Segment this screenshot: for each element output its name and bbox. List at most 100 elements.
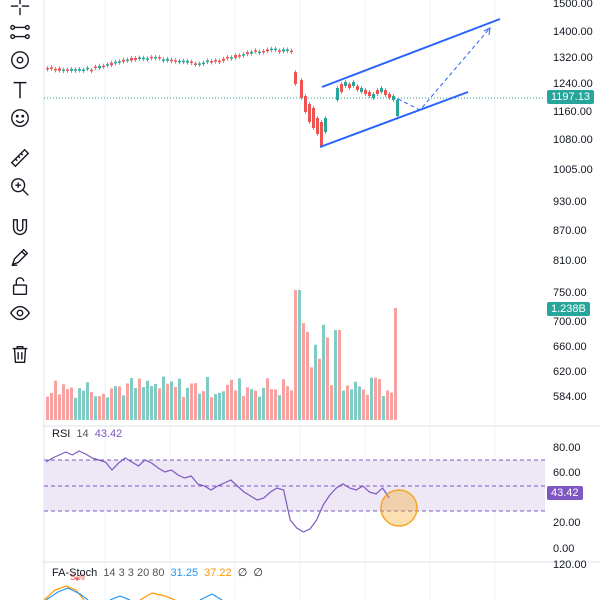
magnet-icon[interactable] [6, 214, 34, 242]
volume-bar [358, 386, 361, 420]
candle [242, 54, 245, 56]
volume-bar [106, 397, 109, 420]
rsi-legend[interactable]: RSI 14 43.42 [52, 428, 125, 440]
rsi-period: 14 [76, 428, 89, 440]
candle [138, 57, 141, 59]
volume-bar [394, 308, 397, 420]
candle [234, 55, 237, 58]
volume-bar [70, 387, 73, 420]
volume-bar [46, 396, 49, 420]
volume-bar [382, 396, 385, 420]
stoch-value-1: 31.25 [170, 567, 199, 579]
candle [190, 61, 193, 63]
stoch-axis-label: 120.00 [553, 559, 587, 571]
ruler-icon[interactable] [6, 144, 34, 172]
candle [376, 90, 379, 94]
candle [198, 63, 201, 65]
stoch-line-1 [45, 587, 89, 600]
volume-bar [362, 389, 365, 420]
volume-bar [138, 378, 141, 420]
candle [348, 84, 351, 88]
stoch-line-1c [199, 593, 223, 600]
volume-bar [142, 387, 145, 420]
trend-line-icon[interactable] [6, 18, 34, 46]
candle [62, 69, 65, 72]
volume-bar [250, 389, 253, 420]
volume-bar [386, 390, 389, 420]
candle [356, 86, 359, 90]
candlestick-series [46, 46, 399, 148]
candle [304, 96, 307, 112]
price-axis-label: 584.00 [553, 391, 587, 403]
price-axis-label: 930.00 [553, 196, 587, 208]
eye-icon[interactable] [6, 299, 34, 327]
candle [122, 59, 125, 62]
candle [142, 57, 145, 60]
channel-upper-line[interactable] [321, 18, 501, 88]
candle [230, 57, 233, 59]
text-tool-icon[interactable] [6, 76, 34, 104]
candle [364, 90, 367, 94]
candle [258, 51, 261, 54]
candle [90, 69, 93, 72]
candle [340, 84, 343, 92]
candle [174, 60, 177, 62]
highlight-circle[interactable] [380, 489, 418, 527]
candle [300, 80, 303, 98]
trash-icon[interactable] [6, 340, 34, 368]
price-axis-label: 620.00 [553, 366, 587, 378]
candle [262, 51, 265, 53]
volume-bar [114, 386, 117, 420]
volume-bar [174, 386, 177, 420]
candle [250, 51, 253, 54]
price-axis-label: 750.00 [553, 287, 587, 299]
volume-bar [62, 384, 65, 420]
zoom-in-icon[interactable] [6, 173, 34, 201]
projection-path[interactable] [397, 27, 491, 111]
volume-bar [226, 384, 229, 420]
price-axis-label: 810.00 [553, 255, 587, 267]
volume-bar [194, 383, 197, 420]
volume-bar [82, 390, 85, 420]
candle [106, 64, 109, 66]
volume-bar [322, 324, 325, 420]
rsi-axis-label: 0.00 [553, 543, 575, 555]
volume-value-tag: 1.238B [547, 302, 590, 316]
lock-icon[interactable] [6, 272, 34, 300]
candle [102, 65, 105, 68]
volume-bar [246, 387, 249, 420]
candle [66, 69, 69, 71]
volume-bar [390, 392, 393, 420]
cursor-cross-icon[interactable] [6, 0, 34, 20]
candle [254, 50, 257, 52]
price-axis-label: 1400.00 [553, 26, 593, 38]
volume-bar [318, 358, 321, 420]
volume-bar [94, 396, 97, 420]
candle [178, 60, 181, 63]
emoji-icon[interactable] [6, 104, 34, 132]
candle [46, 67, 49, 70]
volume-bar [58, 394, 61, 420]
volume-bar [158, 388, 161, 420]
sell-signal-icon [75, 578, 79, 581]
candle [210, 60, 213, 63]
volume-bar [282, 379, 285, 420]
stoch-legend[interactable]: FA-Stoch 14 3 3 20 80 31.25 37.22 ∅ ∅ [52, 566, 266, 579]
candle [274, 48, 277, 51]
stoch-name: FA-Stoch [52, 567, 98, 579]
pencil-ruler-icon[interactable] [6, 243, 34, 271]
volume-bar [210, 397, 213, 420]
volume-bar [78, 388, 81, 420]
volume-bar [238, 378, 241, 420]
candle [320, 122, 323, 146]
candle [146, 58, 149, 60]
volume-bar [122, 395, 125, 420]
channel-lower-line[interactable] [319, 91, 469, 148]
price-axis-label: 1160.00 [553, 106, 592, 118]
candle [206, 60, 209, 63]
candle [50, 67, 53, 69]
volume-bar [154, 384, 157, 420]
target-icon[interactable] [6, 46, 34, 74]
volume-bar [326, 337, 329, 420]
